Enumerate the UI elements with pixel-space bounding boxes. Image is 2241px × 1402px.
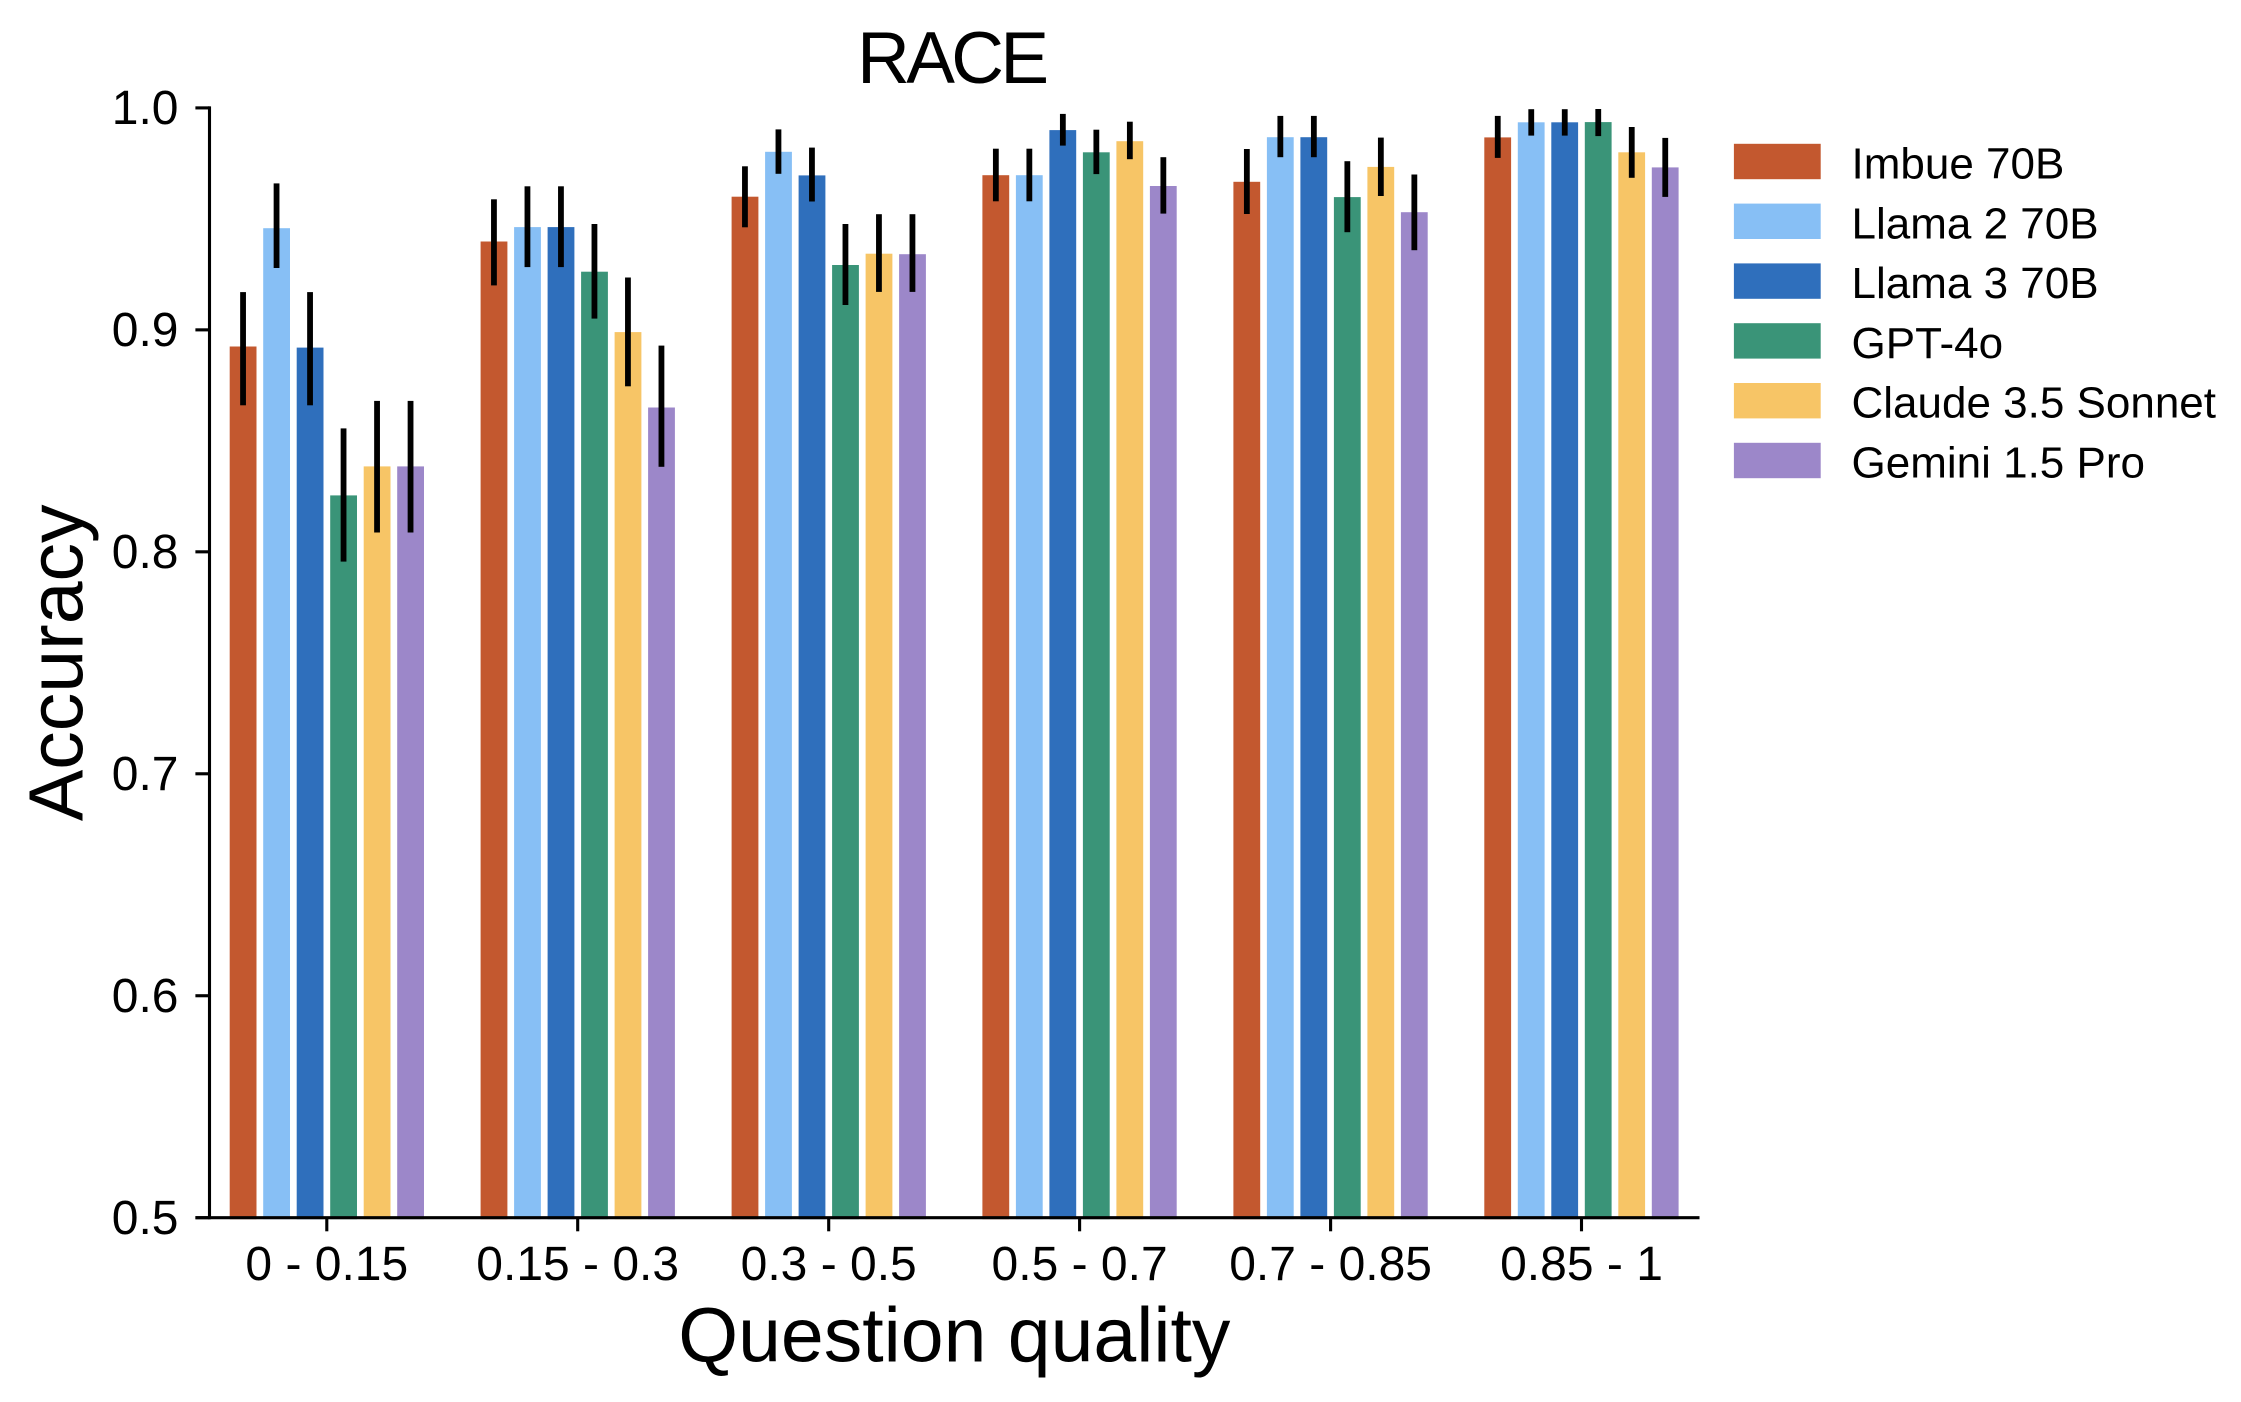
svg-text:Llama 2 70B: Llama 2 70B (1852, 199, 2099, 248)
svg-text:0.3 - 0.5: 0.3 - 0.5 (741, 1238, 917, 1291)
svg-text:1.0: 1.0 (112, 82, 179, 135)
svg-text:RACE: RACE (857, 18, 1046, 99)
svg-text:Imbue 70B: Imbue 70B (1852, 140, 2065, 189)
svg-text:Claude 3.5 Sonnet: Claude 3.5 Sonnet (1852, 379, 2217, 428)
svg-text:GPT-4o: GPT-4o (1852, 319, 2004, 368)
svg-text:0.6: 0.6 (112, 970, 179, 1023)
svg-text:0.15 - 0.3: 0.15 - 0.3 (476, 1238, 679, 1291)
svg-text:0.7: 0.7 (112, 748, 179, 801)
svg-text:0.5: 0.5 (112, 1192, 179, 1245)
svg-text:0.8: 0.8 (112, 526, 179, 579)
svg-text:Gemini 1.5 Pro: Gemini 1.5 Pro (1852, 439, 2145, 488)
svg-text:0.9: 0.9 (112, 304, 179, 357)
svg-text:0.85 - 1: 0.85 - 1 (1500, 1238, 1663, 1291)
svg-text:0.5 - 0.7: 0.5 - 0.7 (992, 1238, 1168, 1291)
svg-text:Llama 3 70B: Llama 3 70B (1852, 259, 2099, 308)
svg-text:0 - 0.15: 0 - 0.15 (245, 1238, 408, 1291)
svg-text:Question quality: Question quality (678, 1293, 1231, 1379)
svg-text:Accuracy: Accuracy (14, 504, 100, 821)
svg-text:0.7 - 0.85: 0.7 - 0.85 (1229, 1238, 1432, 1291)
